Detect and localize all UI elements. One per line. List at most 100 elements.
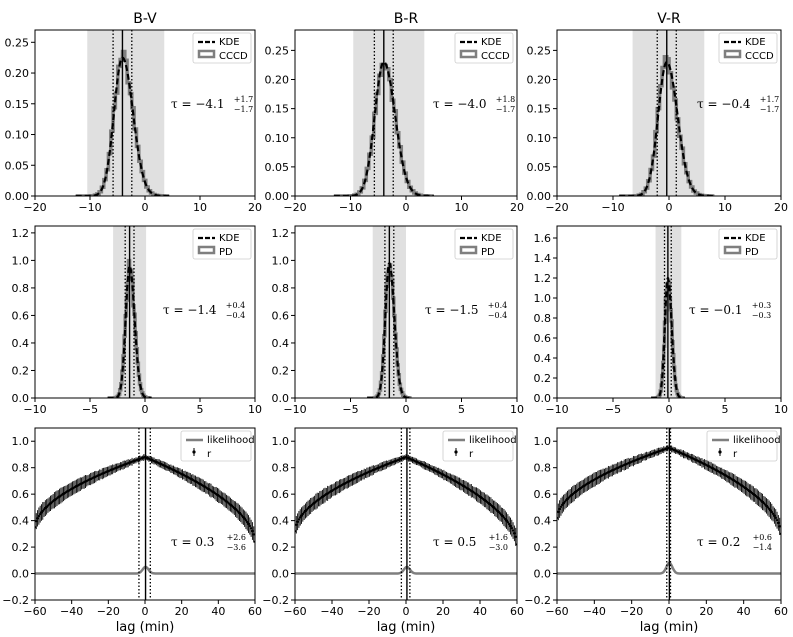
y-tick-label: 0.6 — [272, 488, 290, 501]
r-point — [252, 533, 255, 536]
x-tick-label: 0 — [403, 605, 410, 618]
r-point — [247, 522, 250, 526]
y-tick-label: 0.8 — [12, 462, 30, 475]
x-tick-label: 60 — [774, 605, 788, 618]
y-tick-label: 0.8 — [12, 282, 30, 295]
legend-box — [192, 228, 252, 260]
panel-r1c3: −20 −10 0 10 20 0.00 0.05 0.10 0.15 0.20 0.25 V-R KD… — [527, 11, 789, 214]
r-point — [510, 526, 513, 530]
x-tick-label: 20 — [510, 201, 524, 214]
y-tick-label: 0.25 — [265, 44, 290, 57]
x-tick-label: −40 — [320, 605, 343, 618]
x-tick-label: −10 — [601, 201, 624, 214]
y-tick-label: 1.2 — [272, 227, 290, 240]
r-point — [778, 525, 781, 528]
r-point — [506, 521, 510, 524]
x-tick-label: −5 — [82, 403, 98, 416]
y-tick-label: 0.05 — [527, 161, 552, 174]
x-tick-label: 40 — [473, 605, 487, 618]
r-point — [296, 520, 299, 523]
tau-value: τ = −0.1 — [689, 303, 742, 317]
y-tick-label: 0.6 — [12, 309, 30, 322]
x-tick-label: 5 — [197, 403, 204, 416]
tau-annotation: τ = −0.4 +1.7−1.7 — [697, 95, 779, 114]
r-point — [773, 514, 776, 517]
r-point — [248, 524, 252, 528]
x-tick-label: 20 — [248, 201, 262, 214]
y-tick-label: 0.4 — [272, 515, 290, 528]
r-point — [37, 514, 41, 518]
plot-area — [619, 30, 715, 196]
x-tick-label: 0 — [403, 201, 410, 214]
y-tick-label: 0.4 — [534, 515, 552, 528]
legend-label: likelihood — [207, 435, 255, 446]
x-tick-label: −10 — [283, 403, 306, 416]
x-axis-label: lag (min) — [377, 620, 436, 635]
x-tick-label: −10 — [545, 403, 568, 416]
x-tick-label: 10 — [774, 403, 788, 416]
legend-label: r — [469, 449, 474, 460]
y-tick-label: −0.2 — [262, 594, 289, 607]
y-tick-label: 0.4 — [272, 337, 290, 350]
x-tick-label: −5 — [605, 403, 621, 416]
y-tick-label: 0.10 — [265, 132, 290, 145]
tau-upper: +2.6 — [227, 533, 246, 542]
panel-r3c2: −60 −40 −20 0 20 40 60 −0.2 0.0 0.2 0.4 0.6 0.8 1.0 la… — [262, 427, 524, 635]
y-tick-label: 0.0 — [534, 392, 552, 405]
x-tick-label: −10 — [339, 201, 362, 214]
legend-label: PD — [219, 247, 233, 258]
tau-value: τ = −4.0 — [433, 97, 486, 111]
x-tick-label: −20 — [283, 201, 306, 214]
x-tick-label: −10 — [23, 403, 46, 416]
y-tick-label: 0.2 — [12, 364, 30, 377]
y-tick-label: 1.0 — [12, 254, 30, 267]
r-point — [295, 523, 298, 526]
x-tick-label: 40 — [211, 605, 225, 618]
tau-value: τ = 0.2 — [697, 535, 740, 549]
r-point — [244, 519, 248, 522]
tau-annotation: τ = −1.4 +0.4−0.4 — [163, 301, 245, 320]
y-tick-label: 0.2 — [272, 364, 290, 377]
tau-upper: +0.4 — [226, 301, 245, 310]
y-tick-label: 0.20 — [527, 74, 552, 87]
r-point — [514, 535, 517, 539]
y-tick-label: 0.0 — [272, 568, 290, 581]
y-tick-label: 0.4 — [12, 515, 30, 528]
x-tick-label: −60 — [545, 605, 568, 618]
tau-lower: −1.4 — [753, 543, 772, 552]
x-tick-label: 60 — [248, 605, 262, 618]
x-tick-label: 10 — [248, 403, 262, 416]
legend-hist-swatch — [459, 49, 478, 59]
y-tick-label: 0.25 — [527, 44, 552, 57]
x-tick-label: 60 — [510, 605, 524, 618]
legend-label: r — [207, 449, 212, 460]
legend-box — [718, 228, 778, 260]
x-tick-label: −60 — [283, 605, 306, 618]
y-tick-label: 0.20 — [5, 67, 30, 80]
y-tick-label: 0.15 — [5, 98, 30, 111]
r-point — [246, 520, 249, 524]
y-tick-label: 0.8 — [534, 462, 552, 475]
y-tick-label: 0.00 — [265, 190, 290, 203]
r-point — [774, 516, 777, 520]
tau-lower: −1.7 — [760, 105, 779, 114]
r-point — [38, 512, 42, 516]
x-tick-label: 10 — [510, 403, 524, 416]
likelihood-curve — [295, 565, 517, 575]
y-tick-label: 0.2 — [534, 541, 552, 554]
y-tick-label: −0.2 — [2, 594, 29, 607]
legend-hist-swatch — [723, 49, 742, 59]
y-tick-label: 0.2 — [534, 372, 552, 385]
plot-area — [367, 226, 412, 398]
panel-r3c3: −60 −40 −20 0 20 40 60 −0.2 0.0 0.2 0.4 0.6 0.8 1.0 la… — [524, 427, 788, 635]
tau-value: τ = −0.4 — [697, 97, 751, 111]
plot-area — [557, 428, 781, 600]
tau-upper: +1.7 — [760, 95, 779, 104]
tau-annotation: τ = −4.0 +1.8−1.7 — [433, 95, 515, 114]
x-tick-label: 5 — [722, 403, 729, 416]
kde-curve — [333, 60, 434, 196]
tau-upper: +1.7 — [234, 95, 253, 104]
r-point — [249, 527, 253, 530]
plot-area — [35, 428, 255, 600]
plot-area — [107, 226, 152, 398]
